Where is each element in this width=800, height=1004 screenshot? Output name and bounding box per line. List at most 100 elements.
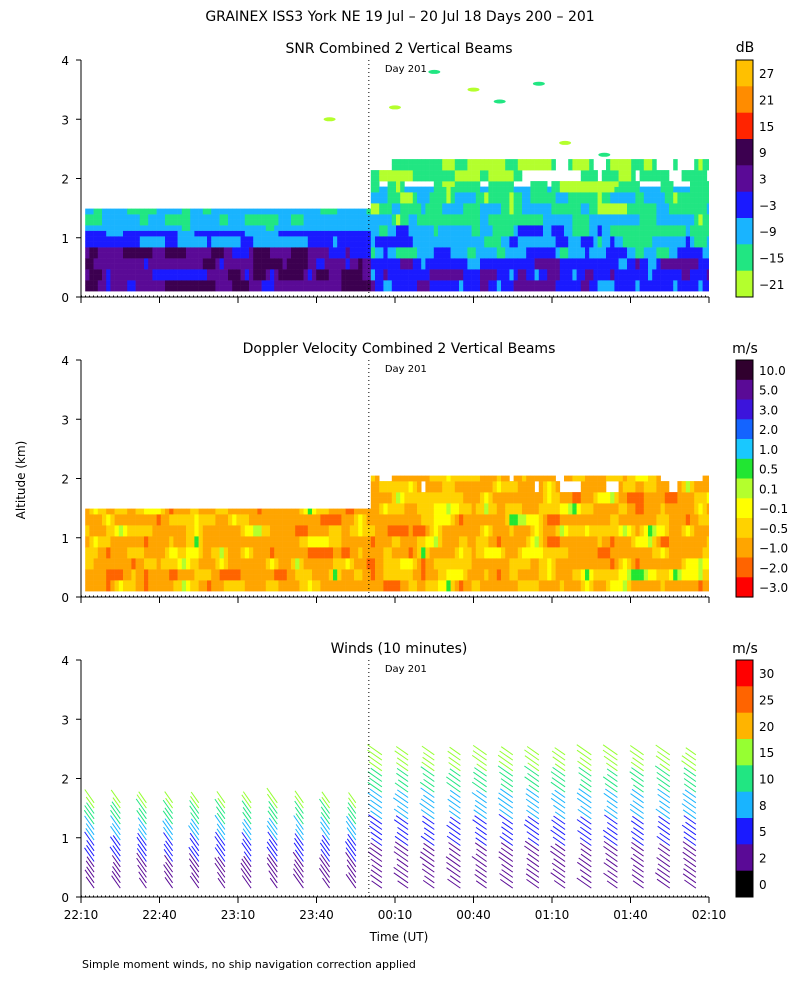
velocity-cell <box>493 503 498 509</box>
velocity-cell <box>543 564 548 570</box>
snr-cell <box>661 225 666 231</box>
velocity-cell <box>89 564 94 570</box>
snr-cell <box>148 258 153 264</box>
snr-cell <box>123 280 128 286</box>
snr-cell <box>509 225 514 231</box>
snr-cell <box>375 242 380 248</box>
snr-cell <box>438 220 443 226</box>
snr-cell <box>333 209 338 215</box>
snr-cell <box>522 236 527 242</box>
snr-cell <box>350 280 355 286</box>
velocity-cell <box>383 525 388 531</box>
velocity-cell <box>564 531 569 537</box>
velocity-cell <box>165 525 170 531</box>
snr-cell <box>371 225 376 231</box>
snr-cell <box>463 181 468 187</box>
snr-cell <box>169 247 174 253</box>
snr-cell <box>362 231 367 237</box>
snr-cell <box>270 242 275 248</box>
velocity-cell <box>346 536 351 542</box>
snr-cell <box>199 264 204 270</box>
snr-cell <box>686 192 691 198</box>
velocity-cell <box>207 575 212 581</box>
snr-cell <box>249 220 254 226</box>
snr-cell <box>564 269 569 275</box>
snr-cell <box>152 220 157 226</box>
snr-cell <box>476 286 481 292</box>
velocity-cell <box>505 487 510 493</box>
velocity-cell <box>287 531 292 537</box>
snr-cell <box>518 176 523 182</box>
velocity-cell <box>388 536 393 542</box>
snr-cell <box>694 176 699 182</box>
snr-cell <box>362 280 367 286</box>
velocity-cell <box>568 553 573 559</box>
snr-cell <box>425 247 430 253</box>
velocity-cell <box>333 569 338 575</box>
snr-cell <box>417 264 422 270</box>
snr-cell <box>547 286 552 292</box>
velocity-cell <box>152 586 157 592</box>
velocity-cell <box>463 580 468 586</box>
velocity-cell <box>182 553 187 559</box>
snr-cell <box>194 258 199 264</box>
snr-cell <box>446 225 451 231</box>
snr-cell <box>337 286 342 292</box>
snr-cell <box>400 258 405 264</box>
snr-cell <box>312 253 317 259</box>
snr-cell <box>585 165 590 171</box>
velocity-cell <box>203 553 208 559</box>
snr-cell <box>152 286 157 292</box>
velocity-cell <box>136 564 141 570</box>
velocity-cell <box>581 481 586 487</box>
velocity-cell <box>127 580 132 586</box>
snr-cell <box>585 187 590 193</box>
snr-cell <box>127 275 132 281</box>
snr-cell <box>656 242 661 248</box>
velocity-cell <box>207 564 212 570</box>
snr-cell <box>556 236 561 242</box>
velocity-cell <box>110 558 115 564</box>
snr-cell <box>509 220 514 226</box>
snr-cell <box>648 242 653 248</box>
velocity-cell <box>480 525 485 531</box>
snr-cell <box>106 253 111 259</box>
velocity-cell <box>539 536 544 542</box>
snr-cell <box>694 275 699 281</box>
snr-cell <box>270 214 275 220</box>
snr-cell <box>543 280 548 286</box>
velocity-cell <box>123 520 128 526</box>
snr-cell <box>501 264 506 270</box>
snr-cell <box>480 198 485 204</box>
velocity-cell <box>518 492 523 498</box>
velocity-cell <box>211 564 216 570</box>
snr-cell <box>169 231 174 237</box>
velocity-cell <box>350 514 355 520</box>
velocity-cell <box>371 514 376 520</box>
velocity-cell <box>287 520 292 526</box>
velocity-cell <box>451 509 456 515</box>
snr-cell <box>295 231 300 237</box>
velocity-cell <box>446 492 451 498</box>
snr-cell <box>488 269 493 275</box>
velocity-cell <box>501 553 506 559</box>
velocity-cell <box>442 542 447 548</box>
velocity-cell <box>283 580 288 586</box>
snr-cell <box>299 286 304 292</box>
snr-cell <box>442 253 447 259</box>
snr-cell <box>665 264 670 270</box>
snr-cell <box>703 258 708 264</box>
snr-cell <box>136 253 141 259</box>
snr-cell <box>509 253 514 259</box>
velocity-cell <box>148 558 153 564</box>
snr-cell <box>89 231 94 237</box>
snr-cell <box>371 231 376 237</box>
snr-cell <box>627 286 632 292</box>
snr-cell <box>497 225 502 231</box>
snr-cell <box>375 231 380 237</box>
velocity-cell <box>488 492 493 498</box>
velocity-cell <box>581 575 586 581</box>
velocity-cell <box>375 564 380 570</box>
velocity-cell <box>337 586 342 592</box>
velocity-cell <box>274 514 279 520</box>
